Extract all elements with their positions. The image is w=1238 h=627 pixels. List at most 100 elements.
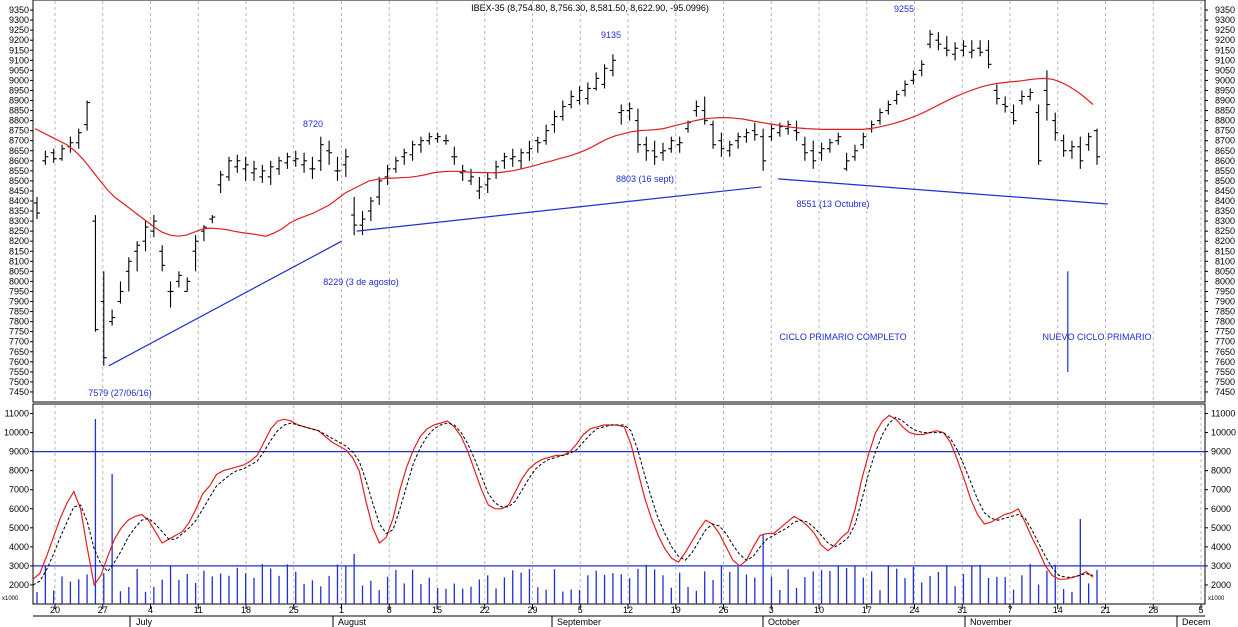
price-bar — [167, 281, 174, 308]
price-bar — [860, 132, 867, 149]
price-bar — [117, 281, 124, 304]
price-bar — [710, 120, 717, 149]
price-bar — [34, 196, 40, 220]
price-y-tick-label: 8600 — [1215, 156, 1235, 166]
price-bar — [1052, 112, 1059, 141]
price-bar — [184, 277, 191, 293]
price-bar — [793, 120, 800, 141]
price-y-tick-label: 7900 — [9, 297, 29, 307]
price-bar — [693, 100, 700, 117]
price-bar — [326, 140, 333, 165]
price-bar — [943, 36, 950, 57]
price-y-tick-label: 7450 — [1215, 387, 1235, 397]
price-bar — [826, 138, 833, 153]
price-bar — [401, 148, 408, 165]
price-bar — [927, 30, 934, 49]
price-bar — [609, 54, 616, 77]
trendline — [356, 186, 762, 232]
price-y-tick-label: 8650 — [1215, 146, 1235, 156]
month-label: October — [768, 617, 800, 627]
moving-average-line — [34, 77, 1094, 237]
price-bar — [1010, 104, 1017, 125]
price-y-tick-label: 9250 — [1215, 25, 1235, 35]
price-bar — [760, 128, 767, 171]
price-y-tick-label: 8850 — [9, 106, 29, 116]
price-bar — [417, 136, 424, 153]
price-bar — [301, 152, 308, 173]
price-y-tick-label: 7600 — [9, 357, 29, 367]
x-tick-label: 17 — [862, 605, 872, 615]
price-bar — [442, 134, 449, 145]
x-tick-label: 4 — [148, 605, 153, 615]
price-bar — [351, 196, 358, 236]
month-label: September — [557, 617, 601, 627]
price-y-tick-label: 8100 — [1215, 256, 1235, 266]
price-y-tick-label: 8750 — [1215, 126, 1235, 136]
price-y-tick-label: 7600 — [1215, 357, 1235, 367]
x-tick-label: 10 — [814, 605, 824, 615]
price-bar — [134, 241, 141, 272]
price-y-tick-label: 9350 — [9, 5, 29, 15]
price-y-tick-label: 9050 — [9, 65, 29, 75]
price-bar — [259, 164, 266, 183]
osc-y-tick-label: 9000 — [1211, 447, 1231, 457]
osc-y-tick-label: 5000 — [9, 523, 29, 533]
price-y-tick-label: 9350 — [1215, 5, 1235, 15]
osc-y-tick-label: 4000 — [1211, 542, 1231, 552]
price-y-tick-label: 8050 — [9, 266, 29, 276]
price-bar — [100, 271, 107, 366]
price-bar — [1060, 134, 1067, 157]
osc-y-tick-label: 6000 — [1211, 504, 1231, 514]
price-bar — [601, 64, 608, 89]
oscillator-unit-left: x1000 — [2, 596, 19, 602]
price-bar — [559, 100, 566, 121]
price-bar — [242, 156, 249, 181]
osc-y-tick-label: 7000 — [9, 485, 29, 495]
osc-y-tick-label: 5000 — [1211, 523, 1231, 533]
price-y-tick-label: 9000 — [1215, 75, 1235, 85]
price-bar — [84, 100, 91, 131]
price-bar — [593, 72, 600, 91]
price-bar — [317, 136, 324, 171]
price-y-tick-label: 7750 — [1215, 327, 1235, 337]
price-y-tick-label: 7850 — [1215, 307, 1235, 317]
price-y-axis-left: 7450750075507600765077007750780078507900… — [9, 5, 33, 397]
price-y-tick-label: 7800 — [9, 317, 29, 327]
osc-y-tick-label: 9000 — [9, 447, 29, 457]
annotation-ciclo-completo: CICLO PRIMARIO COMPLETO — [779, 332, 906, 342]
vertical-grid — [54, 1, 1202, 603]
price-bar — [234, 154, 241, 173]
price-bar — [484, 172, 491, 193]
price-y-tick-label: 8050 — [1215, 266, 1235, 276]
price-bar — [785, 120, 792, 135]
price-y-tick-label: 9050 — [1215, 65, 1235, 75]
price-y-tick-label: 7700 — [9, 337, 29, 347]
price-y-tick-label: 7900 — [1215, 297, 1235, 307]
x-tick-label: 5 — [1198, 605, 1203, 615]
price-y-tick-label: 8500 — [1215, 176, 1235, 186]
price-y-tick-label: 8800 — [1215, 116, 1235, 126]
price-bar — [977, 40, 984, 57]
price-bar — [409, 140, 416, 161]
price-y-tick-label: 8750 — [9, 126, 29, 136]
osc-y-tick-label: 2000 — [9, 580, 29, 590]
osc-y-tick-label: 11000 — [1211, 409, 1235, 419]
price-bar — [92, 215, 99, 332]
price-bar — [192, 235, 199, 272]
annotation-9255: 9255 — [894, 4, 914, 14]
chart-title: IBEX-35 (8,754.80, 8,756.30, 8,581.50, 8… — [471, 3, 709, 13]
price-bar — [751, 122, 758, 141]
x-tick-label: 5 — [578, 605, 583, 615]
osc-y-tick-label: 11000 — [5, 409, 29, 419]
price-bars — [34, 30, 1100, 366]
price-bar — [952, 42, 959, 61]
price-bar — [543, 124, 550, 145]
price-y-tick-label: 7950 — [9, 286, 29, 296]
price-bar — [668, 136, 675, 153]
volume-bars — [36, 419, 1098, 604]
price-y-tick-label: 8000 — [9, 276, 29, 286]
x-tick-label: 19 — [671, 605, 681, 615]
price-bar — [726, 140, 733, 157]
price-bar — [576, 86, 583, 105]
price-bar — [551, 110, 558, 133]
